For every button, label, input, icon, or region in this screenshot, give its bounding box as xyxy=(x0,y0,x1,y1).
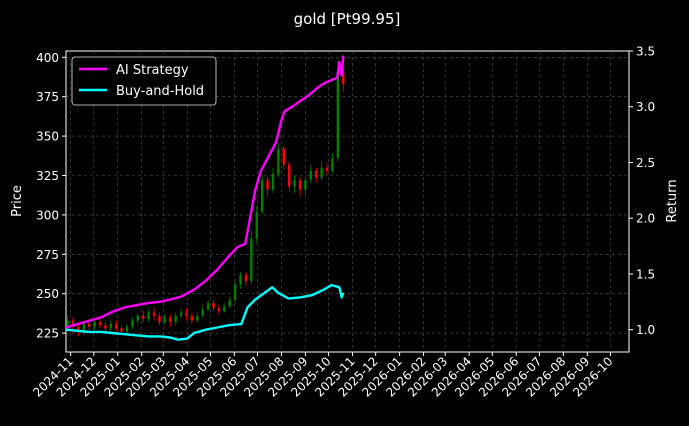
candle-body xyxy=(271,173,275,190)
candle-body xyxy=(293,180,296,187)
y-tick-label: 375 xyxy=(36,90,59,104)
y-axis-label: Price xyxy=(10,185,25,217)
candle-body xyxy=(131,320,134,327)
candle-body xyxy=(125,326,129,332)
candle-body xyxy=(185,312,188,316)
candle-body xyxy=(190,315,194,321)
candle-body xyxy=(266,180,269,190)
candle-body xyxy=(315,170,318,178)
y2-tick-label: 3.0 xyxy=(636,100,655,114)
candle-body xyxy=(163,317,167,323)
price-candles xyxy=(66,60,345,337)
legend: AI Strategy Buy-and-Hold xyxy=(71,56,217,106)
candle-body xyxy=(120,328,123,332)
candle-body xyxy=(114,323,118,329)
candle-body xyxy=(212,303,215,308)
candle-body xyxy=(298,180,302,190)
legend-label-ai: AI Strategy xyxy=(116,63,189,78)
candle-body xyxy=(223,306,226,312)
candle-body xyxy=(250,238,253,282)
candle-body xyxy=(82,323,85,332)
y2-tick-label: 1.0 xyxy=(636,323,655,337)
candle-body xyxy=(244,274,248,282)
y-tick-label: 400 xyxy=(36,51,59,65)
candle-body xyxy=(196,315,199,321)
chart-title: gold [Pt99.95] xyxy=(294,10,401,28)
candle-body xyxy=(309,170,313,181)
candle-body xyxy=(239,274,242,285)
candle-body xyxy=(255,211,258,239)
legend-box xyxy=(71,56,217,106)
candle-body xyxy=(66,320,69,326)
candle-body xyxy=(304,180,307,190)
candle-body xyxy=(93,322,96,327)
candle-body xyxy=(320,167,323,178)
y2-tick-label: 1.5 xyxy=(636,267,655,281)
y2-tick-label: 2.5 xyxy=(636,156,655,170)
y2-tick-label: 3.5 xyxy=(636,45,655,59)
candle-body xyxy=(147,312,150,319)
candle-body xyxy=(152,312,156,316)
candle-body xyxy=(277,148,280,174)
candle-body xyxy=(228,299,231,307)
y-tick-label: 250 xyxy=(36,287,59,301)
y-tick-label: 325 xyxy=(36,169,59,183)
series-line-buy-and-hold xyxy=(65,283,345,341)
y-tick-label: 350 xyxy=(36,130,59,144)
candle-body xyxy=(336,73,340,159)
candle-body xyxy=(206,303,210,310)
candle-body xyxy=(260,180,264,212)
candle-body xyxy=(142,315,145,319)
candle-body xyxy=(158,315,161,323)
candle-body xyxy=(109,323,112,329)
candle-body xyxy=(342,73,345,85)
candle-body xyxy=(71,320,75,327)
candle-body xyxy=(287,164,291,187)
candle-body xyxy=(87,323,91,327)
candle-body xyxy=(77,326,80,332)
candle-body xyxy=(98,322,102,326)
candle-body xyxy=(282,148,285,165)
candle-body xyxy=(217,307,221,312)
y-tick-label: 225 xyxy=(36,327,59,341)
candle-body xyxy=(136,315,140,321)
candle-body xyxy=(331,158,334,171)
series-line-ai-strategy xyxy=(65,55,345,329)
candle-body xyxy=(201,309,204,316)
return-series xyxy=(65,55,345,341)
y-tick-label: 300 xyxy=(36,208,59,222)
candle-body xyxy=(179,312,183,316)
candle-body xyxy=(169,317,172,323)
legend-label-bh: Buy-and-Hold xyxy=(116,84,204,99)
candle-body xyxy=(233,284,237,300)
y2-axis-label: Return xyxy=(665,179,680,222)
candle-body xyxy=(104,325,107,329)
y-tick-label: 275 xyxy=(36,248,59,262)
y2-tick-label: 2.0 xyxy=(636,212,655,226)
candle-body xyxy=(174,315,177,323)
candle-body xyxy=(325,167,329,171)
